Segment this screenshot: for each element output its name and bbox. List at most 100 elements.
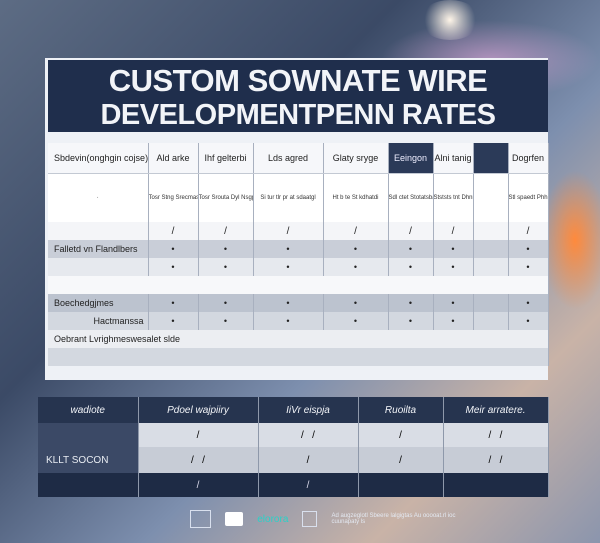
table-row: / / <box>38 473 549 497</box>
rates-table: Sbdevin(onghgin cojse) Ald arke Ihf gelt… <box>48 143 549 366</box>
table-cell: • <box>388 240 434 258</box>
document-icon <box>190 510 211 528</box>
column-header: Pdoel wajpiiry <box>138 397 259 423</box>
cell-mark: / <box>488 429 492 441</box>
table-cell <box>48 348 549 366</box>
row-label: KLLT SOCON <box>38 447 139 473</box>
table-cell: / <box>358 423 444 447</box>
column-header: wadiote <box>38 397 139 423</box>
table-cell: / <box>253 222 324 240</box>
table-cell: Stststs tnt Dhnr Sbstsnea <box>433 173 474 222</box>
table-cell <box>48 222 149 240</box>
table-cell: • <box>148 240 199 258</box>
table-cell: Ht b te St kdhatdi <box>323 173 389 222</box>
footer-bar: elorora Ad augzeglotl Sbeere lalgigtas A… <box>190 508 480 530</box>
title-line-1: CUSTOM SOWNATE WIRE <box>108 63 488 98</box>
table-cell: • <box>148 294 199 312</box>
cell-mark: / <box>312 429 315 441</box>
table-cell: Sdl ctet Stotatsbas <box>388 173 434 222</box>
title-line-2: DEVELOPMENTPENN RATES <box>100 99 496 131</box>
table-cell <box>358 473 444 497</box>
table-cell: • <box>198 294 254 312</box>
cell-mark: / <box>399 454 402 466</box>
column-header: Ruoilta <box>358 397 444 423</box>
table-cell: • <box>323 312 389 330</box>
table-cell: / <box>148 222 199 240</box>
table-cell: Tosr Srouta Dyl Nsgphtgurn <box>198 173 254 222</box>
table-row: • • • • • • • <box>48 258 549 276</box>
table-cell: • <box>253 312 324 330</box>
footer-note: Ad augzeglotl Sbeere lalgigtas Au ooooat… <box>331 513 456 525</box>
table-cell: • <box>323 258 389 276</box>
home-icon <box>302 511 318 527</box>
table-cell <box>473 222 509 240</box>
table-cell: • <box>388 258 434 276</box>
table-cell: • <box>323 294 389 312</box>
cell-mark: / <box>306 479 310 491</box>
column-header: Glaty sryge <box>323 143 389 174</box>
table-cell <box>38 473 139 497</box>
column-header: Lds agred <box>253 143 324 174</box>
table-cell <box>473 173 509 222</box>
table-cell: · <box>48 173 149 222</box>
cell-mark: / <box>191 454 194 466</box>
table-cell: • <box>148 258 199 276</box>
cell-mark: / <box>196 429 200 441</box>
table-cell: • <box>433 312 474 330</box>
brain-icon <box>224 512 244 526</box>
table-row: Hactmanssa • • • • • • • <box>48 312 549 330</box>
table-cell: / <box>258 447 359 473</box>
table-row <box>48 276 549 294</box>
row-label: Oebrant Lvrighmeswesalet slde <box>48 330 549 348</box>
row-label: Falletd vn Flandlbers <box>48 240 149 258</box>
cell-mark: / <box>202 454 205 466</box>
table-cell: • <box>148 312 199 330</box>
row-label <box>48 258 149 276</box>
table-cell: / <box>388 222 434 240</box>
footer-brand: elorora <box>257 513 289 525</box>
table-cell: / / <box>258 423 359 447</box>
table-cell: • <box>433 294 474 312</box>
table-cell: Si tur tlr pr at sdaatgl <box>253 173 324 222</box>
table-cell: • <box>388 312 434 330</box>
table-row: · Tosr Stng Srecmastuk Tosr Srouta Dyl N… <box>48 173 549 222</box>
column-header: Eeingon <box>388 143 434 174</box>
table-cell: / <box>433 222 474 240</box>
table-cell: / <box>258 473 359 497</box>
table-cell: • <box>508 258 549 276</box>
table-cell <box>473 294 509 312</box>
row-label: Hactmanssa <box>48 312 149 330</box>
column-header: Dogrfen <box>508 143 549 174</box>
cell-mark: / <box>196 479 200 491</box>
table-cell: • <box>198 312 254 330</box>
table-cell: • <box>433 258 474 276</box>
cell-mark: / <box>306 454 310 466</box>
table-row: / / / / / / / <box>48 222 549 240</box>
table-cell <box>473 240 509 258</box>
table-cell: / <box>138 423 259 447</box>
table-cell: • <box>253 240 324 258</box>
column-header: Meir arratere. <box>443 397 549 423</box>
column-header: Sbdevin(onghgin cojse) <box>48 143 149 174</box>
table-row: / / / / / / <box>38 423 549 447</box>
table-cell: / <box>358 447 444 473</box>
table-cell: / <box>198 222 254 240</box>
table-row: KLLT SOCON / / / / / / <box>38 447 549 473</box>
column-spacer <box>473 143 509 174</box>
table-cell: • <box>508 294 549 312</box>
table-cell <box>473 312 509 330</box>
table-cell: • <box>433 240 474 258</box>
column-header: IiVr eispja <box>258 397 359 423</box>
column-header: Ihf gelterbi <box>198 143 254 174</box>
cell-mark: / <box>399 429 402 441</box>
row-label: Boechedgjmes <box>48 294 149 312</box>
table-cell <box>48 276 549 294</box>
table-cell: Stl spaedt Phh Stamnets <box>508 173 549 222</box>
table-cell <box>443 473 549 497</box>
column-header: Alni tanig <box>433 143 474 174</box>
cell-mark: / <box>499 454 503 466</box>
table-cell: / / <box>443 447 549 473</box>
cell-mark: / <box>301 429 304 441</box>
secondary-table: wadiote Pdoel wajpiiry IiVr eispja Ruoil… <box>38 397 549 497</box>
table-cell: • <box>253 294 324 312</box>
